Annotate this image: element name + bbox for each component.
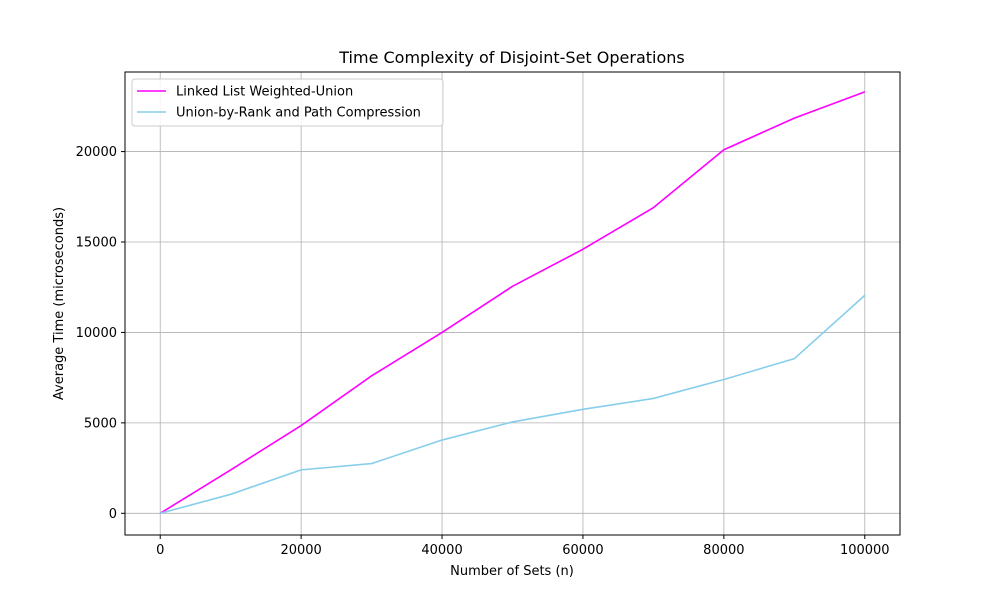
x-tick-label: 80000: [703, 543, 744, 558]
axis-ticks: 0 20000 40000 60000 80000 100000 0 5000 10000 150…: [76, 145, 890, 558]
plot-frame: [124, 71, 901, 536]
x-tick-label: 40000: [421, 543, 462, 558]
y-tick-label: 15000: [76, 236, 117, 251]
series-lines: [159, 91, 866, 515]
series-line-1: [159, 91, 866, 514]
series-line-2: [160, 294, 866, 515]
legend-label-1: Linked List Weighted-Union: [176, 85, 353, 100]
legend-label-2: Union-by-Rank and Path Compression: [176, 106, 421, 121]
chart-title: Time Complexity of Disjoint-Set Operatio…: [338, 48, 685, 67]
x-tick-label: 0: [156, 543, 164, 558]
y-tick-label: 5000: [84, 416, 117, 431]
y-tick-label: 0: [109, 507, 117, 522]
x-tick-label: 60000: [562, 543, 603, 558]
x-axis-label: Number of Sets (n): [450, 564, 574, 579]
y-axis-label: Average Time (microseconds): [52, 207, 67, 400]
legend: Linked List Weighted-Union Union-by-Rank …: [131, 78, 444, 127]
x-tick-label: 100000: [840, 543, 890, 558]
y-tick-label: 20000: [76, 145, 117, 160]
legend-box: [131, 78, 444, 127]
y-tick-label: 10000: [76, 326, 117, 341]
x-tick-label: 20000: [280, 543, 321, 558]
grid: [125, 72, 900, 535]
